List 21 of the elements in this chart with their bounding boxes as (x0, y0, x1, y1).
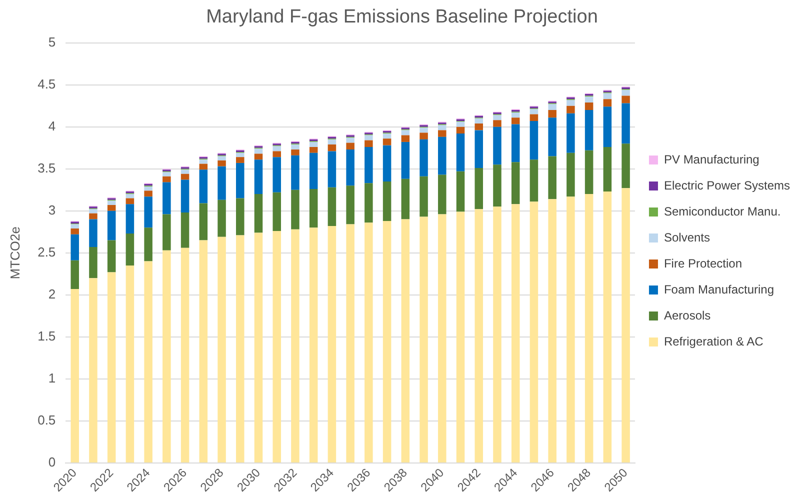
legend-label: Fire Protection (664, 256, 742, 270)
y-tick-label: 3 (48, 202, 56, 218)
legend-label: Solvents (664, 230, 710, 244)
y-tick-label: 1.5 (38, 328, 56, 344)
legend-label: Refrigeration & AC (664, 334, 764, 348)
y-tick-label: 2.5 (38, 244, 56, 260)
chart-title: Maryland F-gas Emissions Baseline Projection (206, 6, 598, 28)
y-tick-label: 0 (48, 454, 56, 470)
y-tick-label: 2 (48, 286, 56, 302)
y-tick-label: 3.5 (38, 160, 56, 176)
legend-label: Foam Manufacturing (664, 282, 774, 296)
y-tick-label: 0.5 (38, 412, 56, 428)
y-tick-label: 1 (48, 370, 56, 386)
legend-label: Semiconductor Manu. (664, 204, 781, 218)
y-axis-title: MTCO2e (7, 226, 22, 280)
y-tick-label: 4 (48, 118, 56, 134)
legend-label: PV Manufacturing (664, 152, 760, 166)
y-tick-label: 5 (48, 34, 56, 50)
y-tick-label: 4.5 (38, 76, 56, 92)
legend-label: Aerosols (664, 308, 711, 322)
legend-label: Electric Power Systems (664, 178, 790, 192)
